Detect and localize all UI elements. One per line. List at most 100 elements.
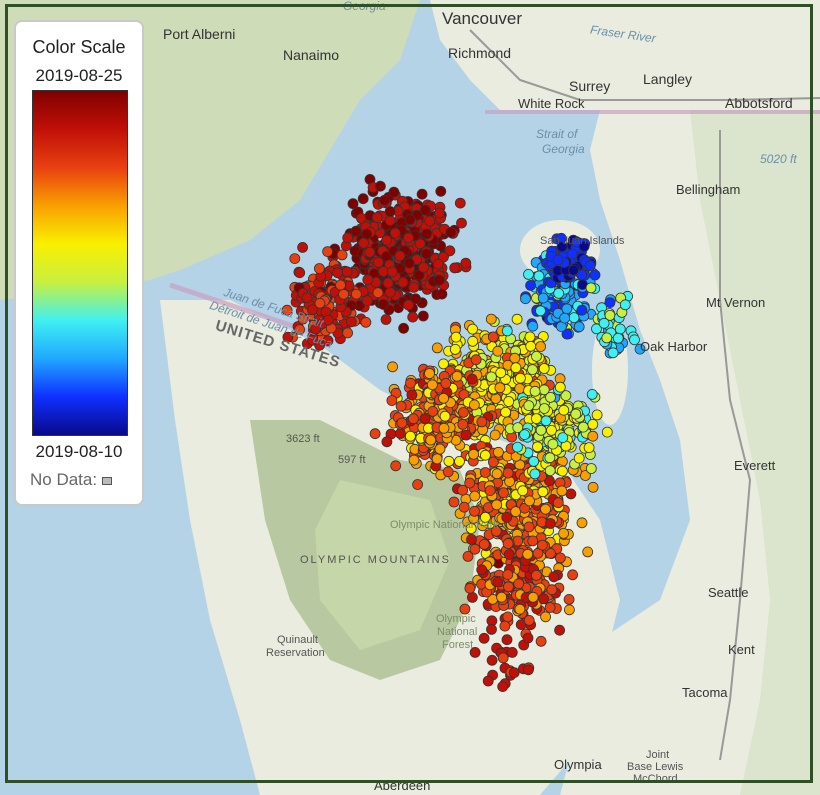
earthquake-point[interactable] — [369, 428, 381, 440]
earthquake-point[interactable] — [556, 485, 568, 497]
earthquake-point[interactable] — [601, 332, 613, 344]
earthquake-point[interactable] — [598, 317, 610, 329]
earthquake-point[interactable] — [544, 465, 556, 477]
earthquake-point[interactable] — [469, 490, 481, 502]
earthquake-point[interactable] — [454, 197, 466, 209]
earthquake-point[interactable] — [576, 517, 588, 529]
earthquake-point[interactable] — [508, 667, 520, 678]
earthquake-point[interactable] — [552, 254, 564, 266]
earthquake-point[interactable] — [332, 267, 344, 279]
earthquake-point[interactable] — [525, 279, 536, 291]
earthquake-point[interactable] — [397, 276, 409, 288]
earthquake-point[interactable] — [531, 570, 542, 581]
earthquake-point[interactable] — [540, 503, 551, 515]
earthquake-point[interactable] — [433, 274, 445, 286]
earthquake-point[interactable] — [438, 422, 450, 434]
earthquake-point[interactable] — [558, 528, 569, 539]
earthquake-point[interactable] — [566, 248, 578, 260]
earthquake-point[interactable] — [555, 552, 566, 564]
earthquake-point[interactable] — [438, 392, 450, 404]
earthquake-point[interactable] — [486, 654, 498, 666]
earthquake-point[interactable] — [523, 615, 535, 626]
earthquake-point[interactable] — [557, 465, 568, 477]
earthquake-point[interactable] — [531, 413, 542, 425]
earthquake-point[interactable] — [361, 295, 373, 307]
earthquake-point[interactable] — [394, 250, 406, 262]
earthquake-point[interactable] — [439, 410, 451, 422]
earthquake-point[interactable] — [607, 347, 619, 359]
earthquake-point[interactable] — [510, 362, 522, 374]
earthquake-point[interactable] — [310, 323, 322, 335]
earthquake-point[interactable] — [514, 383, 526, 394]
earthquake-point[interactable] — [412, 479, 424, 490]
earthquake-point[interactable] — [405, 377, 416, 389]
earthquake-point[interactable] — [484, 485, 496, 497]
earthquake-point[interactable] — [545, 391, 556, 403]
earthquake-point[interactable] — [487, 456, 499, 468]
earthquake-point[interactable] — [421, 248, 432, 260]
earthquake-point[interactable] — [454, 455, 465, 467]
earthquake-point[interactable] — [525, 340, 537, 352]
earthquake-point[interactable] — [398, 322, 410, 334]
earthquake-point[interactable] — [469, 505, 480, 517]
earthquake-point[interactable] — [538, 593, 549, 605]
earthquake-point[interactable] — [416, 188, 428, 200]
earthquake-point[interactable] — [470, 354, 482, 366]
earthquake-point[interactable] — [431, 342, 443, 354]
earthquake-point[interactable] — [445, 226, 457, 238]
earthquake-point[interactable] — [345, 316, 357, 328]
earthquake-point[interactable] — [552, 497, 564, 509]
earthquake-point[interactable] — [410, 293, 422, 305]
earthquake-point[interactable] — [377, 298, 389, 310]
earthquake-point[interactable] — [546, 584, 558, 596]
earthquake-point[interactable] — [492, 446, 504, 458]
earthquake-point[interactable] — [336, 249, 348, 261]
earthquake-point[interactable] — [533, 270, 545, 282]
earthquake-point[interactable] — [612, 332, 624, 344]
earthquake-point[interactable] — [527, 320, 539, 332]
earthquake-point[interactable] — [498, 487, 509, 499]
earthquake-point[interactable] — [404, 214, 416, 226]
earthquake-point[interactable] — [466, 373, 478, 385]
earthquake-point[interactable] — [464, 582, 476, 594]
earthquake-point[interactable] — [589, 269, 601, 281]
earthquake-point[interactable] — [479, 512, 491, 523]
earthquake-point[interactable] — [527, 591, 539, 603]
earthquake-point[interactable] — [466, 592, 478, 603]
earthquake-point[interactable] — [469, 647, 481, 658]
earthquake-point[interactable] — [335, 279, 346, 291]
earthquake-point[interactable] — [540, 611, 551, 623]
earthquake-point[interactable] — [629, 334, 640, 346]
earthquake-point[interactable] — [492, 345, 504, 357]
earthquake-point[interactable] — [503, 581, 514, 593]
earthquake-point[interactable] — [503, 549, 515, 560]
earthquake-point[interactable] — [450, 331, 462, 343]
earthquake-point[interactable] — [489, 429, 501, 441]
earthquake-point[interactable] — [587, 418, 599, 430]
earthquake-point[interactable] — [544, 452, 556, 464]
earthquake-point[interactable] — [442, 466, 454, 478]
earthquake-point[interactable] — [523, 268, 534, 280]
earthquake-point[interactable] — [546, 424, 557, 436]
earthquake-point[interactable] — [443, 455, 455, 467]
earthquake-point[interactable] — [427, 405, 439, 417]
earthquake-point[interactable] — [584, 260, 596, 271]
earthquake-point[interactable] — [457, 418, 469, 430]
earthquake-point[interactable] — [350, 288, 362, 300]
earthquake-point[interactable] — [306, 334, 318, 346]
earthquake-point[interactable] — [466, 534, 477, 545]
earthquake-point[interactable] — [425, 434, 437, 446]
earthquake-point[interactable] — [548, 571, 560, 583]
earthquake-point[interactable] — [563, 594, 575, 605]
earthquake-point[interactable] — [342, 232, 354, 244]
earthquake-point[interactable] — [535, 424, 547, 436]
earthquake-point[interactable] — [436, 288, 448, 300]
earthquake-point[interactable] — [535, 635, 547, 647]
earthquake-point[interactable] — [306, 304, 318, 316]
earthquake-point[interactable] — [301, 292, 313, 304]
earthquake-point[interactable] — [381, 234, 393, 246]
earthquake-point[interactable] — [503, 396, 515, 407]
earthquake-point[interactable] — [468, 448, 480, 460]
earthquake-point[interactable] — [564, 604, 575, 616]
earthquake-point[interactable] — [545, 518, 556, 529]
